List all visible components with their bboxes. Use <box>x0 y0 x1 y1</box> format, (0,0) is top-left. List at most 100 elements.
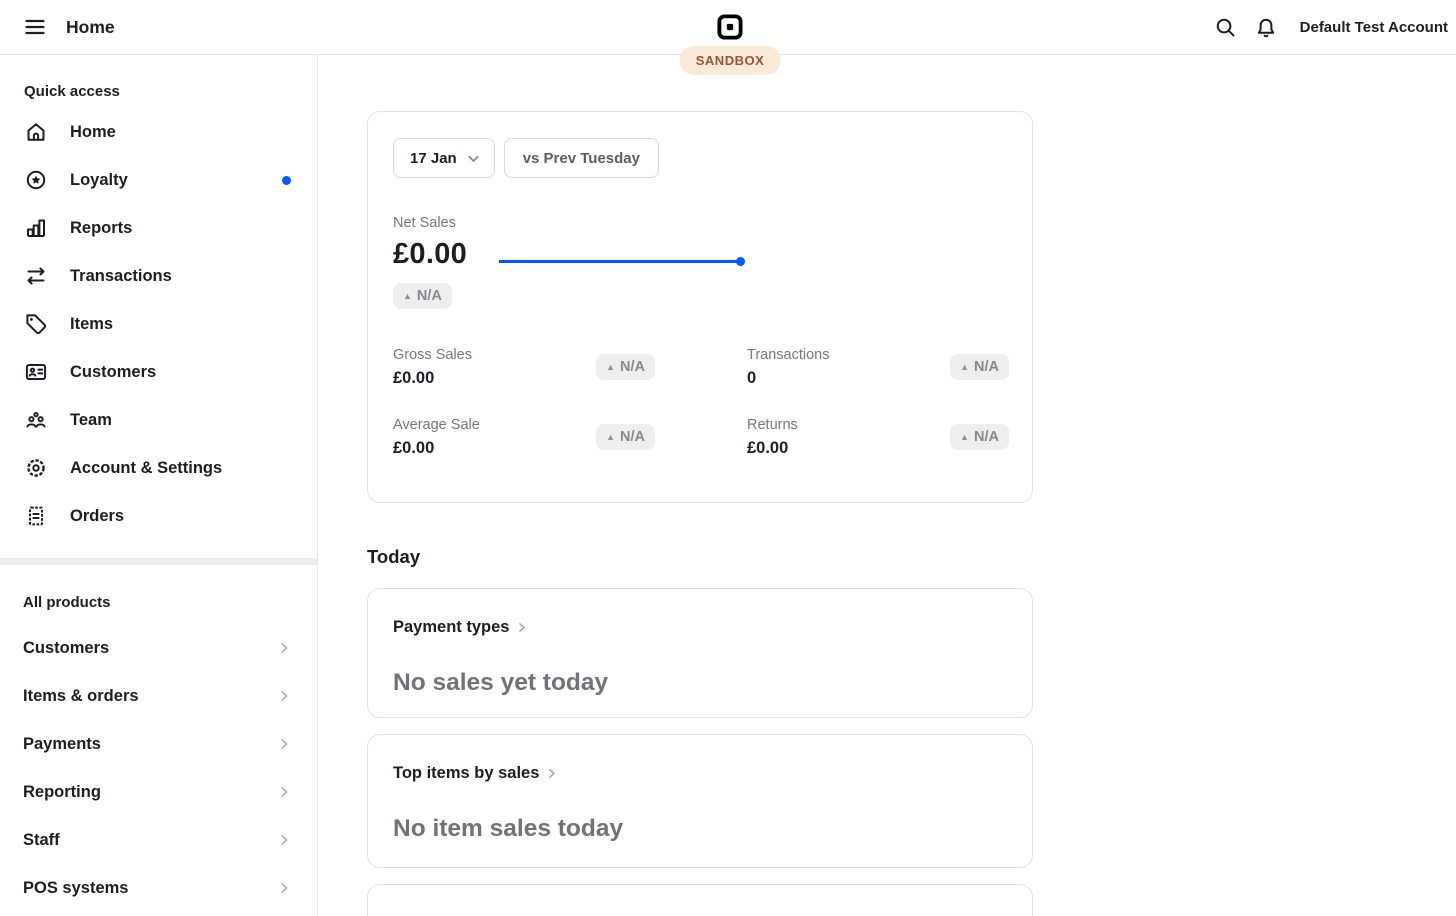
metric-label: Returns <box>747 417 798 433</box>
sidebar: Quick access Home Loyalty Reports <box>0 55 318 916</box>
sidebar-item-label: Customers <box>70 362 157 381</box>
sidebar-item-label: Items <box>70 314 114 333</box>
metric-average-sale: Average Sale £0.00 ▲ N/A <box>393 416 655 458</box>
chevron-right-icon <box>515 621 528 634</box>
metric-value: £0.00 <box>747 439 789 457</box>
sidebar-item-label: Reports <box>70 218 133 237</box>
notifications-bell-icon[interactable] <box>1246 8 1286 48</box>
change-value: N/A <box>974 429 999 445</box>
metric-value: 0 <box>747 369 757 387</box>
metric-label: Average Sale <box>393 417 480 433</box>
metric-change-badge: ▲ N/A <box>950 424 1009 450</box>
loyalty-icon <box>24 168 48 192</box>
square-logo-icon[interactable] <box>716 13 744 41</box>
main-content: 17 Jan vs Prev Tuesday Net Sales £0.00 ▲… <box>319 55 1456 916</box>
metric-value: £0.00 <box>393 439 435 457</box>
top-items-link[interactable]: Top items by sales <box>393 763 1007 783</box>
date-range-selector[interactable]: 17 Jan <box>393 138 495 178</box>
product-item-label: Items & orders <box>23 686 139 705</box>
product-item-label: Reporting <box>23 782 101 801</box>
change-value: N/A <box>620 359 645 375</box>
all-products-heading: All products <box>23 594 111 611</box>
date-range-label: 17 Jan <box>410 149 457 167</box>
sidebar-item-products-pos-systems[interactable]: POS systems <box>0 864 317 912</box>
chevron-down-icon <box>468 155 479 162</box>
chevron-right-icon <box>277 737 291 751</box>
quick-access-heading: Quick access <box>24 83 120 100</box>
sidebar-item-orders[interactable]: Orders <box>0 492 317 540</box>
metric-value: £0.00 <box>393 369 435 387</box>
sidebar-item-label: Team <box>70 410 112 429</box>
metric-change-badge: ▲ N/A <box>596 354 655 380</box>
product-item-label: Staff <box>23 830 60 849</box>
sales-overview-card: 17 Jan vs Prev Tuesday Net Sales £0.00 ▲… <box>367 111 1033 503</box>
comparison-selector[interactable]: vs Prev Tuesday <box>503 138 659 178</box>
sidebar-item-customers[interactable]: Customers <box>0 348 317 396</box>
chevron-right-icon <box>545 767 558 780</box>
empty-state-message: No item sales today <box>393 815 624 842</box>
sidebar-divider <box>0 558 317 565</box>
comparison-label: vs Prev Tuesday <box>522 149 640 167</box>
sidebar-item-reports[interactable]: Reports <box>0 204 317 252</box>
metric-change-badge: ▲ N/A <box>596 424 655 450</box>
sidebar-item-loyalty[interactable]: Loyalty <box>0 156 317 204</box>
up-triangle-icon: ▲ <box>606 362 616 372</box>
sidebar-item-label: Loyalty <box>70 170 128 189</box>
net-sales-change-badge: ▲ N/A <box>393 283 452 309</box>
metric-label: Transactions <box>747 347 830 363</box>
metrics-grid: Gross Sales £0.00 ▲ N/A Transactions 0 ▲… <box>393 346 1009 458</box>
up-triangle-icon: ▲ <box>606 432 616 442</box>
sidebar-item-products-items-orders[interactable]: Items & orders <box>0 672 317 720</box>
product-item-label: POS systems <box>23 878 129 897</box>
top-items-card: Top items by sales No item sales today <box>367 734 1033 868</box>
sidebar-item-label: Account & Settings <box>70 458 223 477</box>
sidebar-item-products-reporting[interactable]: Reporting <box>0 768 317 816</box>
team-icon <box>24 408 48 432</box>
product-item-label: Customers <box>23 638 110 657</box>
change-value: N/A <box>620 429 645 445</box>
payment-types-card: Payment types No sales yet today <box>367 588 1033 718</box>
home-icon <box>24 120 48 144</box>
card-title: Top items by sales <box>393 764 540 782</box>
sidebar-item-products-customers[interactable]: Customers <box>0 624 317 672</box>
change-value: N/A <box>416 288 442 304</box>
chevron-right-icon <box>277 785 291 799</box>
net-sales-label: Net Sales <box>393 215 456 231</box>
chevron-right-icon <box>277 689 291 703</box>
reports-icon <box>24 216 48 240</box>
top-categories-link[interactable]: Top categories by sales <box>393 913 1007 916</box>
account-switcher[interactable]: Default Test Account <box>1299 19 1448 36</box>
net-sales-sparkline <box>499 257 745 266</box>
chevron-right-icon <box>277 833 291 847</box>
chevron-right-icon <box>277 881 291 895</box>
sidebar-item-home[interactable]: Home <box>0 108 317 156</box>
change-value: N/A <box>974 359 999 375</box>
sidebar-item-account-settings[interactable]: Account & Settings <box>0 444 317 492</box>
sidebar-item-team[interactable]: Team <box>0 396 317 444</box>
up-triangle-icon: ▲ <box>960 432 970 442</box>
page-title: Home <box>66 16 115 37</box>
card-title: Payment types <box>393 618 510 636</box>
orders-receipt-icon <box>24 504 48 528</box>
sandbox-badge: SANDBOX <box>679 46 781 75</box>
metric-gross-sales: Gross Sales £0.00 ▲ N/A <box>393 346 655 388</box>
top-categories-card: Top categories by sales <box>367 884 1033 916</box>
gear-icon <box>24 456 48 480</box>
sidebar-item-label: Home <box>70 122 116 141</box>
chevron-right-icon <box>277 641 291 655</box>
product-item-label: Payments <box>23 734 101 753</box>
net-sales-value: £0.00 <box>393 238 468 270</box>
sidebar-item-transactions[interactable]: Transactions <box>0 252 317 300</box>
metric-change-badge: ▲ N/A <box>950 354 1009 380</box>
items-tag-icon <box>24 312 48 336</box>
transactions-icon <box>24 264 48 288</box>
search-icon[interactable] <box>1206 8 1246 48</box>
sidebar-item-items[interactable]: Items <box>0 300 317 348</box>
sidebar-item-products-staff[interactable]: Staff <box>0 816 317 864</box>
sidebar-item-label: Orders <box>70 506 125 525</box>
metric-transactions: Transactions 0 ▲ N/A <box>747 346 1009 388</box>
up-triangle-icon: ▲ <box>403 291 412 301</box>
payment-types-link[interactable]: Payment types <box>393 617 1007 637</box>
sidebar-item-products-payments[interactable]: Payments <box>0 720 317 768</box>
menu-icon[interactable] <box>22 14 48 40</box>
